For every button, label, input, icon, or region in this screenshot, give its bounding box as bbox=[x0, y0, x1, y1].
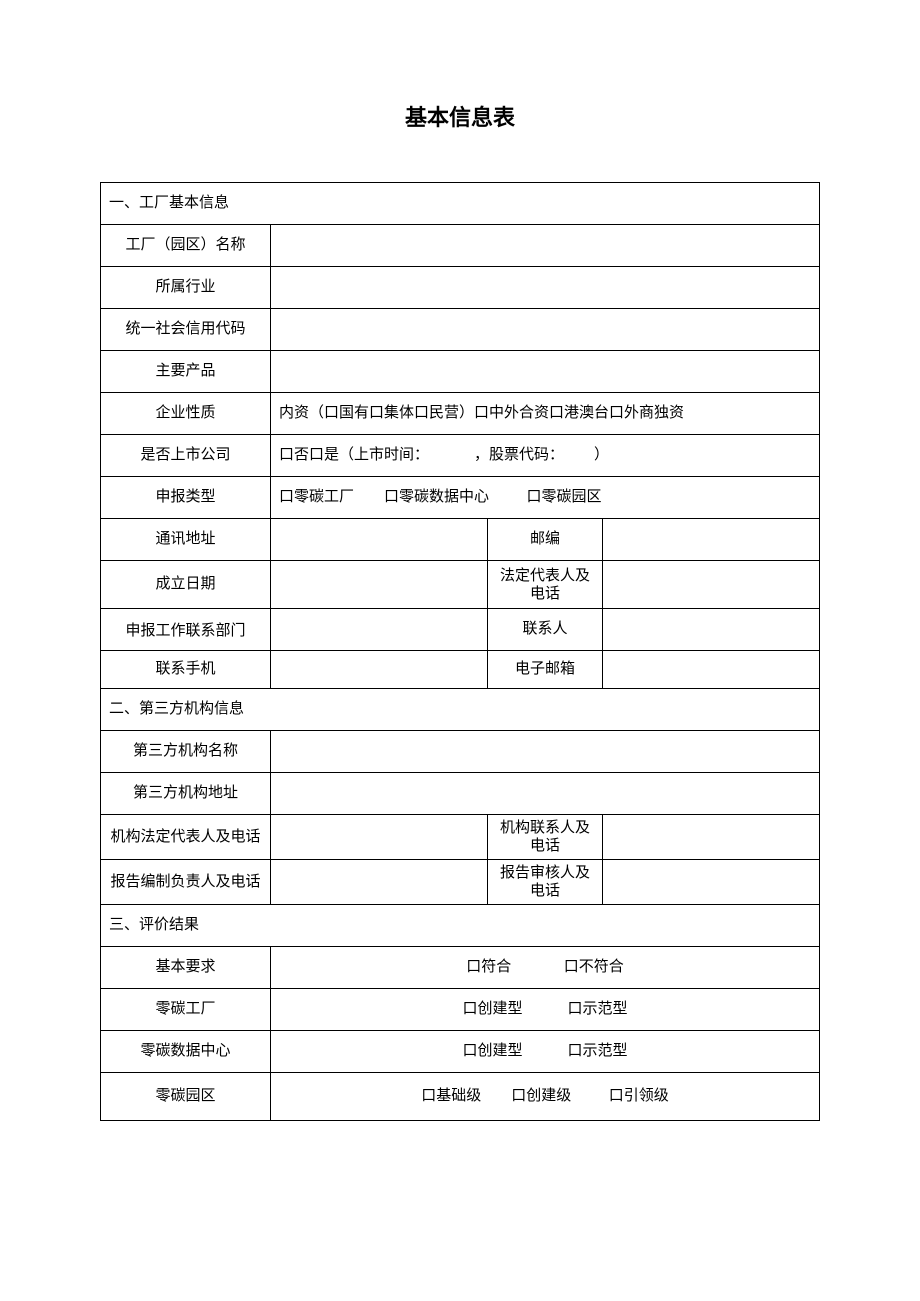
section-1-header-row: 一、工厂基本信息 bbox=[101, 183, 820, 225]
document-title: 基本信息表 bbox=[100, 100, 820, 132]
value-org-name bbox=[271, 731, 820, 773]
row-credit-code: 统一社会信用代码 bbox=[101, 309, 820, 351]
value-credit-code bbox=[271, 309, 820, 351]
row-application-type: 申报类型 口零碳工厂 口零碳数据中心 口零碳园区 bbox=[101, 477, 820, 519]
label-credit-code: 统一社会信用代码 bbox=[101, 309, 271, 351]
row-address: 通讯地址 邮编 bbox=[101, 519, 820, 561]
row-mobile: 联系手机 电子邮箱 bbox=[101, 651, 820, 689]
row-main-products: 主要产品 bbox=[101, 351, 820, 393]
value-org-contact bbox=[602, 815, 819, 860]
row-zero-factory: 零碳工厂 口创建型 口示范型 bbox=[101, 989, 820, 1031]
row-is-listed: 是否上市公司 口否口是（上市时间： ，股票代码： ） bbox=[101, 435, 820, 477]
label-factory-name: 工厂（园区）名称 bbox=[101, 225, 271, 267]
value-zero-datacenter: 口创建型 口示范型 bbox=[271, 1031, 820, 1073]
section-3-header: 三、评价结果 bbox=[101, 905, 820, 947]
row-factory-name: 工厂（园区）名称 bbox=[101, 225, 820, 267]
value-org-legal bbox=[271, 815, 488, 860]
value-main-products bbox=[271, 351, 820, 393]
label-industry: 所属行业 bbox=[101, 267, 271, 309]
label-mobile: 联系手机 bbox=[101, 651, 271, 689]
row-industry: 所属行业 bbox=[101, 267, 820, 309]
label-legal-rep: 法定代表人及电话 bbox=[487, 561, 602, 609]
row-dept: 申报工作联系部门 联系人 bbox=[101, 609, 820, 651]
value-dept bbox=[271, 609, 488, 651]
value-basic-req: 口符合 口不符合 bbox=[271, 947, 820, 989]
value-mobile bbox=[271, 651, 488, 689]
value-application-type: 口零碳工厂 口零碳数据中心 口零碳园区 bbox=[271, 477, 820, 519]
value-contact bbox=[602, 609, 819, 651]
row-founding-date: 成立日期 法定代表人及电话 bbox=[101, 561, 820, 609]
section-2-header-row: 二、第三方机构信息 bbox=[101, 689, 820, 731]
label-dept: 申报工作联系部门 bbox=[101, 609, 271, 651]
label-is-listed: 是否上市公司 bbox=[101, 435, 271, 477]
label-contact: 联系人 bbox=[487, 609, 602, 651]
label-zero-factory: 零碳工厂 bbox=[101, 989, 271, 1031]
row-zero-park: 零碳园区 口基础级 口创建级 口引领级 bbox=[101, 1073, 820, 1121]
label-founding-date: 成立日期 bbox=[101, 561, 271, 609]
section-3-header-row: 三、评价结果 bbox=[101, 905, 820, 947]
label-org-name: 第三方机构名称 bbox=[101, 731, 271, 773]
value-industry bbox=[271, 267, 820, 309]
value-postcode bbox=[602, 519, 819, 561]
value-org-address bbox=[271, 773, 820, 815]
label-org-address: 第三方机构地址 bbox=[101, 773, 271, 815]
value-founding-date bbox=[271, 561, 488, 609]
row-report-person: 报告编制负责人及电话 报告审核人及电话 bbox=[101, 860, 820, 905]
value-report-person bbox=[271, 860, 488, 905]
value-enterprise-nature: 内资（口国有口集体口民营）口中外合资口港澳台口外商独资 bbox=[271, 393, 820, 435]
row-basic-req: 基本要求 口符合 口不符合 bbox=[101, 947, 820, 989]
label-zero-datacenter: 零碳数据中心 bbox=[101, 1031, 271, 1073]
label-org-legal: 机构法定代表人及电话 bbox=[101, 815, 271, 860]
value-factory-name bbox=[271, 225, 820, 267]
label-enterprise-nature: 企业性质 bbox=[101, 393, 271, 435]
value-address-1 bbox=[271, 519, 488, 561]
label-email: 电子邮箱 bbox=[487, 651, 602, 689]
label-main-products: 主要产品 bbox=[101, 351, 271, 393]
value-legal-rep bbox=[602, 561, 819, 609]
row-org-name: 第三方机构名称 bbox=[101, 731, 820, 773]
row-zero-datacenter: 零碳数据中心 口创建型 口示范型 bbox=[101, 1031, 820, 1073]
value-email bbox=[602, 651, 819, 689]
row-org-legal: 机构法定代表人及电话 机构联系人及电话 bbox=[101, 815, 820, 860]
label-zero-park: 零碳园区 bbox=[101, 1073, 271, 1121]
section-1-header: 一、工厂基本信息 bbox=[101, 183, 820, 225]
label-org-contact: 机构联系人及电话 bbox=[487, 815, 602, 860]
section-2-header: 二、第三方机构信息 bbox=[101, 689, 820, 731]
info-table: 一、工厂基本信息 工厂（园区）名称 所属行业 统一社会信用代码 主要产品 企业性… bbox=[100, 182, 820, 1121]
label-report-reviewer: 报告审核人及电话 bbox=[487, 860, 602, 905]
row-enterprise-nature: 企业性质 内资（口国有口集体口民营）口中外合资口港澳台口外商独资 bbox=[101, 393, 820, 435]
label-address: 通讯地址 bbox=[101, 519, 271, 561]
label-postcode: 邮编 bbox=[487, 519, 602, 561]
label-basic-req: 基本要求 bbox=[101, 947, 271, 989]
value-zero-park: 口基础级 口创建级 口引领级 bbox=[271, 1073, 820, 1121]
label-application-type: 申报类型 bbox=[101, 477, 271, 519]
label-report-person: 报告编制负责人及电话 bbox=[101, 860, 271, 905]
value-zero-factory: 口创建型 口示范型 bbox=[271, 989, 820, 1031]
row-org-address: 第三方机构地址 bbox=[101, 773, 820, 815]
value-report-reviewer bbox=[602, 860, 819, 905]
value-is-listed: 口否口是（上市时间： ，股票代码： ） bbox=[271, 435, 820, 477]
